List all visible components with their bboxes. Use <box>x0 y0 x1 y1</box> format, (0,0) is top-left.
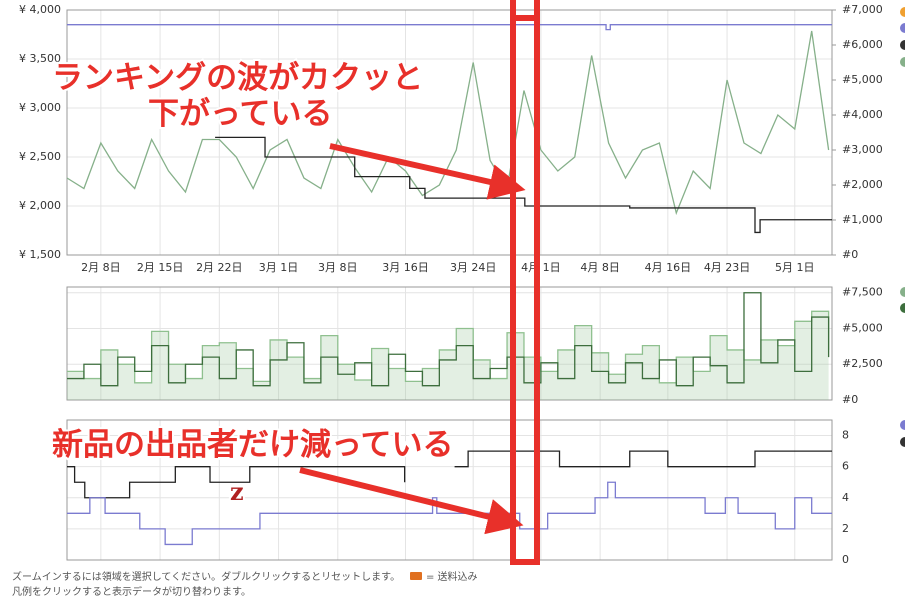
annotation: ランキングの波がカクッと <box>52 60 423 96</box>
x-tick-label: 4月 23日 <box>704 261 751 274</box>
legend-dot[interactable] <box>900 40 905 50</box>
series-line <box>215 136 832 234</box>
arrow <box>299 467 524 535</box>
plot-frame <box>66 9 833 256</box>
y-tick-label: ¥ 2,500 <box>19 150 61 163</box>
plot-frame <box>66 419 833 561</box>
legend-dot[interactable] <box>900 7 905 17</box>
y-tick-label: #2,500 <box>842 357 883 370</box>
x-tick-label: 3月 16日 <box>382 261 429 274</box>
y-tick-label: ¥ 1,500 <box>19 248 61 261</box>
y-tick-label: #0 <box>842 393 858 406</box>
series-line <box>67 450 832 499</box>
y-tick-label: #5,000 <box>842 321 883 334</box>
y2-tick-label: #6,000 <box>842 38 883 51</box>
y2-tick-label: #1,000 <box>842 213 883 226</box>
series-line <box>66 30 830 216</box>
x-tick-label: 4月 16日 <box>645 261 692 274</box>
legend-dot[interactable] <box>900 57 905 67</box>
footer-text: 凡例をクリックすると表示データが切り替わります。 <box>12 585 251 598</box>
truck-icon <box>410 572 422 580</box>
highlight-box <box>510 0 540 565</box>
x-tick-label: 2月 8日 <box>81 261 121 274</box>
series-line <box>67 292 830 387</box>
y2-tick-label: #0 <box>842 248 858 261</box>
y-tick-label: ¥ 3,000 <box>19 101 61 114</box>
footer-text: ズームインするには領域を選択してください。ダブルクリックするとリセットします。 <box>12 570 400 583</box>
y2-tick-label: #7,000 <box>842 3 883 16</box>
x-tick-label: 3月 8日 <box>318 261 358 274</box>
y-tick-label: 2 <box>842 522 849 535</box>
arrow <box>329 143 526 200</box>
y-tick-label: ¥ 2,000 <box>19 199 61 212</box>
annotation: z <box>230 477 244 506</box>
annotation: 下がっている <box>148 96 332 132</box>
legend-dot[interactable] <box>900 287 905 297</box>
legend-dot[interactable] <box>900 437 905 447</box>
x-tick-label: 2月 15日 <box>137 261 184 274</box>
legend-dot[interactable] <box>900 23 905 33</box>
x-tick-label: 5月 1日 <box>775 261 815 274</box>
y-tick-label: 8 <box>842 429 849 442</box>
x-tick-label: 2月 22日 <box>196 261 243 274</box>
legend-dots <box>900 7 905 447</box>
x-tick-label: 4月 8日 <box>580 261 620 274</box>
y2-tick-label: #3,000 <box>842 143 883 156</box>
x-tick-label: 3月 1日 <box>259 261 299 274</box>
y-tick-label: #7,500 <box>842 286 883 299</box>
footer-text: = 送料込み <box>426 570 478 583</box>
y-tick-label: ¥ 3,500 <box>19 52 61 65</box>
y2-tick-label: #2,000 <box>842 178 883 191</box>
y-tick-label: ¥ 4,000 <box>19 3 61 16</box>
y-tick-label: 0 <box>842 553 849 566</box>
x-tick-label: 4月 1日 <box>521 261 561 274</box>
series-line <box>67 481 832 546</box>
y2-tick-label: #4,000 <box>842 108 883 121</box>
legend-dot[interactable] <box>900 420 905 430</box>
y-tick-label: 4 <box>842 491 849 504</box>
charts: 2月 8日 2月 15日 2月 22日 3月 1日 3月 8日 3月 16日 3月 24日 4… <box>19 3 883 566</box>
series-line <box>67 24 832 31</box>
highlight-bar <box>513 15 537 21</box>
legend-dot[interactable] <box>900 303 905 313</box>
y-tick-label: 6 <box>842 460 849 473</box>
x-tick-label: 3月 24日 <box>450 261 497 274</box>
annotation: 新品の出品者だけ減っている <box>52 427 453 463</box>
plot-frame <box>66 286 833 401</box>
y2-tick-label: #5,000 <box>842 73 883 86</box>
area <box>67 311 829 400</box>
